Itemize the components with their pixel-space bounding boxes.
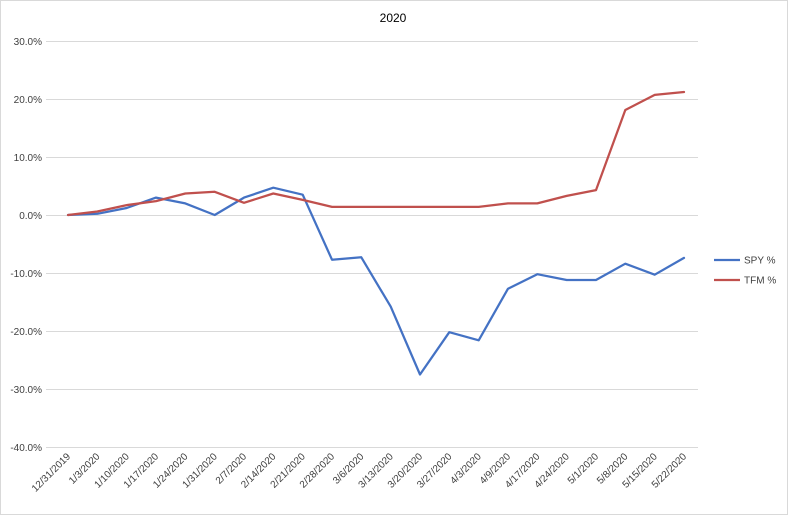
y-tick-label: 20.0% (14, 95, 42, 106)
series-lines (66, 90, 686, 376)
y-tick-label: 10.0% (14, 153, 42, 164)
series-tfm (66, 90, 686, 217)
x-tick-label: 4/3/2020 (448, 451, 484, 487)
y-tick-label: -40.0% (10, 443, 42, 454)
legend: SPY % TFM % (714, 256, 776, 287)
legend-label: TFM % (744, 276, 776, 287)
series-spy (66, 186, 686, 376)
x-tick-label: 5/1/2020 (566, 451, 602, 487)
y-tick-label: 0.0% (19, 211, 42, 222)
y-tick-label: 30.0% (14, 37, 42, 48)
y-tick-label: -10.0% (10, 269, 42, 280)
legend-label: SPY % (744, 256, 776, 267)
chart-title: 2020 (380, 11, 407, 25)
x-tick-label: 12/31/2019 (30, 451, 73, 494)
y-tick-label: -30.0% (10, 385, 42, 396)
y-tick-label: -20.0% (10, 327, 42, 338)
series-line (66, 90, 686, 217)
gridlines (46, 41, 698, 448)
y-axis-tick-labels: 30.0% 20.0% 10.0% 0.0% -10.0% -20.0% -30.0% -40… (10, 37, 42, 454)
x-axis-tick-labels: 12/31/20191/3/20201/10/20201/17/20201/24… (30, 451, 689, 494)
series-line (66, 186, 686, 376)
